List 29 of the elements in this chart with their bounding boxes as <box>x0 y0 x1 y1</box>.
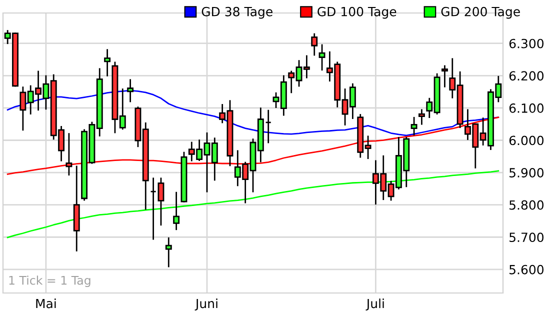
candlestick <box>127 79 134 102</box>
y-tick-label: 5.800 <box>510 200 544 210</box>
x-tick-label: Juli <box>366 298 384 311</box>
y-tick-label: 5.700 <box>510 232 544 242</box>
line-series <box>6 170 500 238</box>
x-tick-label: Juni <box>194 298 218 311</box>
legend-label: GD 200 Tage <box>441 6 520 19</box>
candlestick <box>265 110 272 144</box>
candlestick <box>418 109 425 125</box>
candlestick <box>150 178 157 240</box>
candlestick <box>311 33 318 56</box>
candlestick <box>441 65 448 88</box>
candlestick <box>158 178 164 226</box>
y-tick-label: 6.000 <box>509 136 544 146</box>
legend-label: GD 100 Tage <box>318 6 396 19</box>
y-tick-label: 6.200 <box>509 71 544 81</box>
candlestick <box>165 237 172 268</box>
y-tick-label: 6.100 <box>509 103 544 113</box>
y-tick-label: 5.600 <box>510 264 544 274</box>
candlestick <box>173 192 180 230</box>
annotation: 1 Tick = 1 Tag <box>9 276 90 288</box>
candlestick <box>66 133 72 176</box>
candlestick <box>410 116 418 136</box>
legend-label: GD 38 Tage <box>202 6 272 19</box>
y-tick-label: 6.300 <box>509 38 544 48</box>
candlestick <box>104 49 111 76</box>
y-tick-label: 5.900 <box>510 168 544 178</box>
x-tick-label: Mai <box>36 298 56 308</box>
candlestick <box>318 44 326 71</box>
